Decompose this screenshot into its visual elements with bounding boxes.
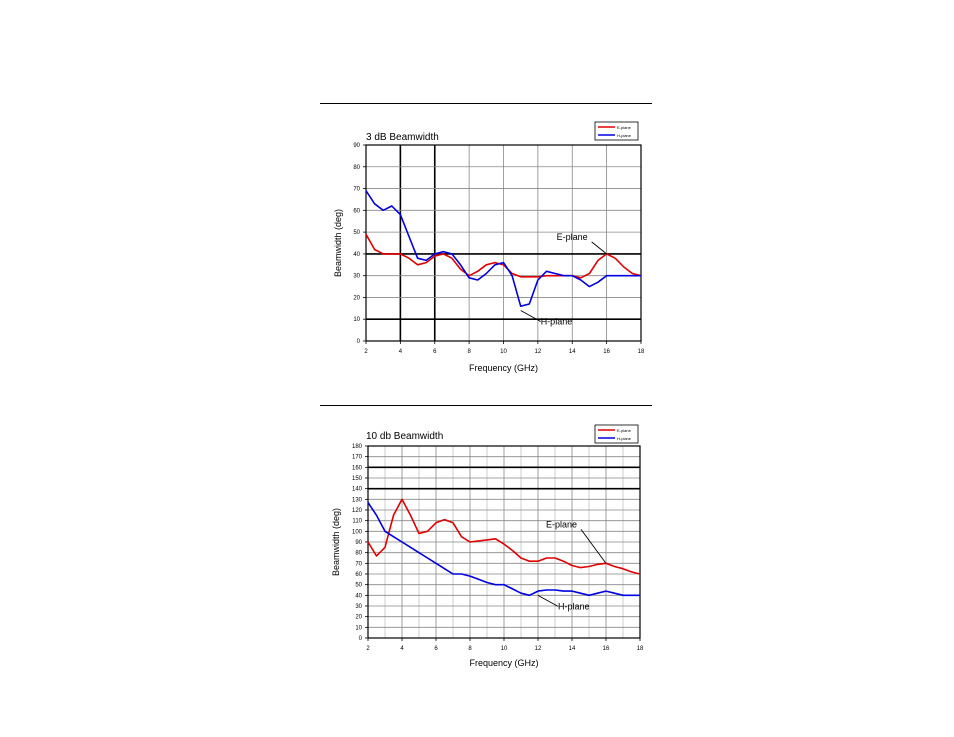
y-tick-label: 120 <box>352 508 363 514</box>
legend-label: E-plane <box>617 125 632 130</box>
legend-label: H-plane <box>617 133 632 138</box>
x-tick-label: 2 <box>364 349 368 355</box>
legend: E-plane H-plane <box>594 424 639 444</box>
y-tick-label: 60 <box>355 572 362 578</box>
x-tick-label: 10 <box>500 349 507 355</box>
y-tick-label: 10 <box>355 625 362 631</box>
annotation-leader <box>591 241 607 255</box>
x-tick-label: 6 <box>433 349 437 355</box>
y-tick-label: 30 <box>355 604 362 610</box>
annotation-label: E-plane <box>546 519 577 529</box>
y-tick-label: 80 <box>355 551 362 557</box>
series-line-e-plane <box>365 233 642 279</box>
annotation-label: H-plane <box>541 317 573 327</box>
y-tick-label: 20 <box>353 295 360 301</box>
x-axis-label: Frequency (GHz) <box>469 658 538 668</box>
y-tick-label: 170 <box>352 455 363 461</box>
y-tick-label: 20 <box>355 615 362 621</box>
annotation-leader <box>520 310 541 322</box>
x-tick-label: 18 <box>638 349 645 355</box>
legend: E-plane H-plane <box>594 121 639 141</box>
y-tick-label: 40 <box>353 252 360 258</box>
y-tick-label: 100 <box>352 529 363 535</box>
x-tick-label: 14 <box>569 646 576 652</box>
legend-label: E-plane <box>617 428 632 433</box>
y-tick-label: 50 <box>355 583 362 589</box>
y-tick-label: 40 <box>355 593 362 599</box>
y-tick-label: 70 <box>353 187 360 193</box>
y-axis-label: Beamwidth (deg) <box>333 209 343 277</box>
y-tick-label: 160 <box>352 465 363 471</box>
series-line-h-plane <box>367 502 640 597</box>
chart-1: 2 4 6 8 10 12 14 16 18 0 10 20 30 40 50 60 70 80 90 3 dB Be… <box>333 121 645 373</box>
annotation-label: H-plane <box>558 601 590 611</box>
chart-title: 3 dB Beamwidth <box>366 132 439 143</box>
y-tick-label: 60 <box>353 208 360 214</box>
y-tick-label: 0 <box>359 636 363 642</box>
x-tick-label: 12 <box>535 646 542 652</box>
chart-2: 2 4 6 8 10 12 14 16 1801020304050607080901001101… <box>331 424 644 668</box>
x-tick-label: 16 <box>603 349 610 355</box>
y-tick-label: 30 <box>353 274 360 280</box>
y-tick-label: 130 <box>352 497 363 503</box>
y-tick-label: 90 <box>353 143 360 149</box>
y-tick-label: 110 <box>352 519 362 525</box>
top-divider-1 <box>320 103 652 104</box>
y-tick-label: 90 <box>355 540 362 546</box>
series-line-h-plane <box>365 190 641 307</box>
x-tick-label: 8 <box>467 349 471 355</box>
x-tick-label: 8 <box>468 646 472 652</box>
x-tick-label: 2 <box>366 646 370 652</box>
legend-label: H-plane <box>617 436 632 441</box>
chart-title: 10 db Beamwidth <box>366 431 443 442</box>
series-line-e-plane <box>367 498 641 575</box>
annotation-leader <box>537 594 559 607</box>
x-tick-label: 10 <box>501 646 508 652</box>
annotation-label: E-plane <box>557 232 588 242</box>
x-tick-label: 4 <box>399 349 403 355</box>
x-tick-label: 16 <box>603 646 610 652</box>
x-tick-label: 12 <box>535 349 542 355</box>
y-tick-label: 70 <box>355 561 362 567</box>
y-tick-label: 0 <box>357 339 361 345</box>
y-tick-label: 80 <box>353 165 360 171</box>
y-tick-label: 180 <box>352 444 363 450</box>
y-tick-label: 50 <box>353 230 360 236</box>
x-tick-label: 4 <box>400 646 404 652</box>
top-divider-2 <box>320 405 652 406</box>
x-tick-label: 6 <box>434 646 438 652</box>
x-tick-label: 18 <box>637 646 644 652</box>
annotation-leader <box>580 529 607 564</box>
y-tick-label: 150 <box>352 476 363 482</box>
x-axis-label: Frequency (GHz) <box>469 363 538 373</box>
y-tick-label: 140 <box>352 487 363 493</box>
x-tick-label: 14 <box>569 349 576 355</box>
y-axis-label: Beamwidth (deg) <box>331 508 341 576</box>
y-tick-label: 10 <box>353 317 360 323</box>
